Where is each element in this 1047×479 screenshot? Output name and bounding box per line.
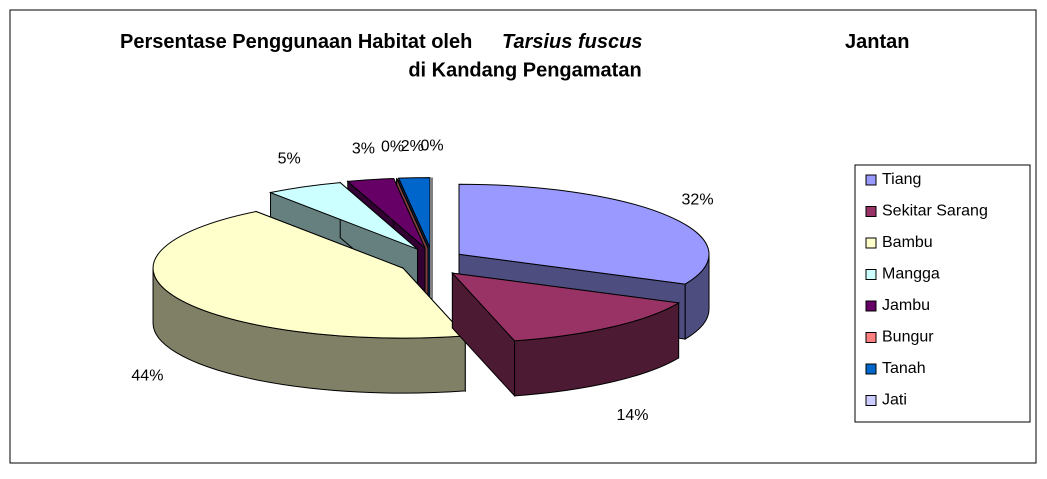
data-label: 3% [352,141,375,158]
data-label: 5% [278,150,301,167]
legend-label: Jati [882,392,907,409]
pie-slice [451,271,681,398]
pie-slice [152,210,467,394]
data-label: 0% [420,138,443,155]
legend-label: Sekitar Sarang [882,203,988,220]
legend-box [854,164,1031,423]
legend-swatch [865,206,877,217]
legend-swatch [865,237,877,249]
slice-top [152,210,467,339]
legend-swatch [865,332,877,343]
legend-label: Tiang [882,171,921,188]
title-part: Persentase Penggunaan Habitat oleh [120,31,472,53]
slice-top [346,177,426,249]
data-label: 2% [401,138,424,155]
title-italic: Tarsius fuscus [502,31,642,53]
chart-title-line2: di Kandang Pengamatan [408,59,641,81]
legend-label: Bungur [882,329,934,346]
slice-top [396,178,429,248]
data-label: 0% [381,139,404,156]
data-label: 44% [131,367,163,384]
chart-title: Persentase Penggunaan Habitat oleh Tarsi… [120,31,909,53]
slice-top [451,272,681,342]
title-part: Jantan [845,31,909,53]
slice-top [397,177,431,248]
legend-label: Tanah [882,360,926,377]
legend-swatch [865,363,877,375]
legend-label: Bambu [882,234,933,251]
legend-swatch [865,269,877,280]
data-label: 14% [616,407,648,424]
legend-swatch [865,395,877,406]
slice-top [268,182,418,250]
slice-top [458,183,710,285]
legend-swatch [865,174,877,186]
data-label: 32% [682,191,714,208]
legend-swatch [865,300,877,312]
legend-label: Mangga [882,266,940,283]
legend-label: Jambu [882,297,930,314]
